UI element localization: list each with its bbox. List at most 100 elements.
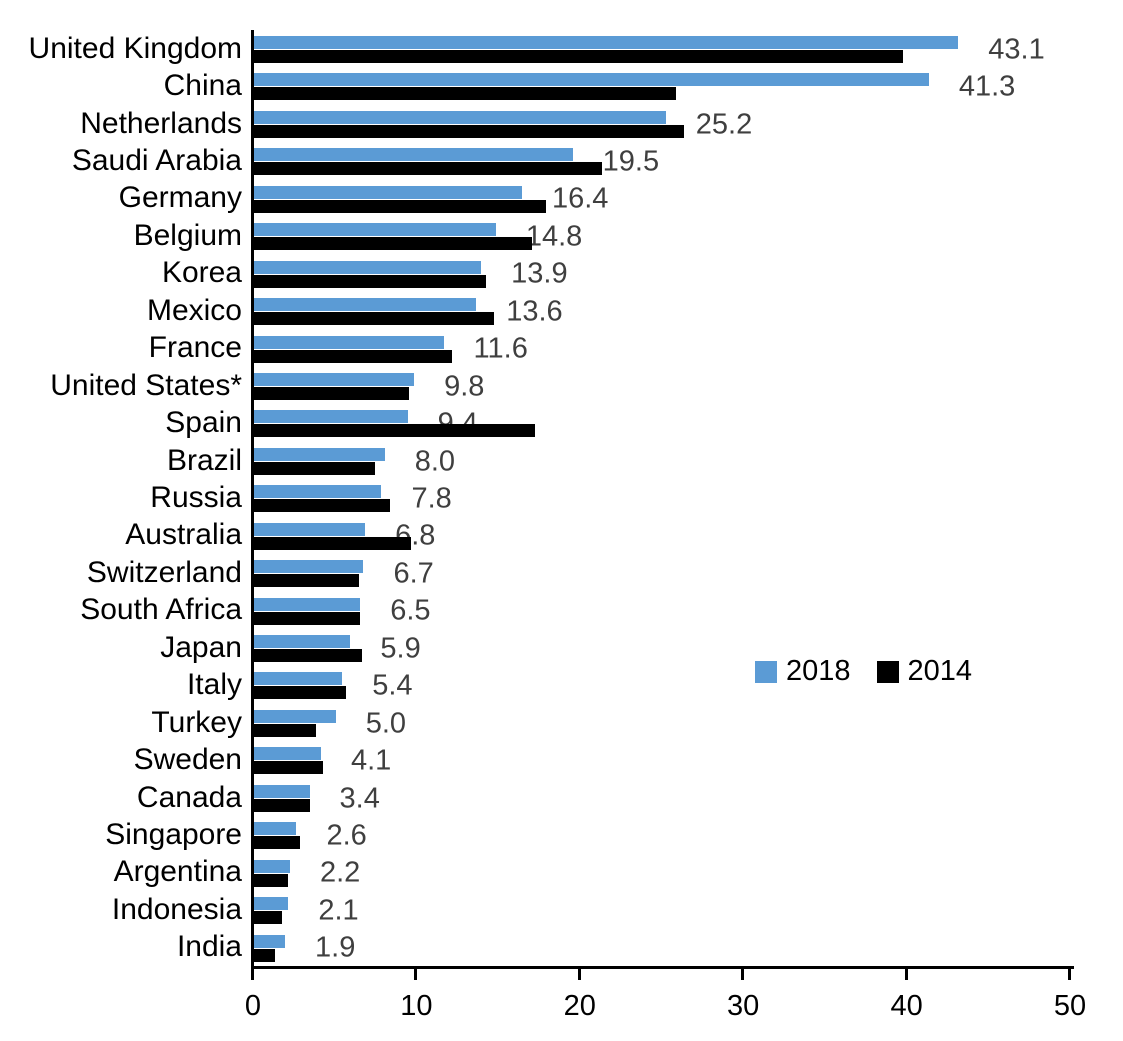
x-tick-label: 20: [563, 990, 596, 1022]
bar-2014: [254, 87, 676, 101]
x-tick-label: 0: [244, 990, 262, 1022]
category-label: Australia: [125, 518, 242, 552]
category-label: Switzerland: [86, 555, 242, 589]
x-tick-label: 40: [890, 990, 923, 1022]
category-label: United Kingdom: [28, 31, 242, 65]
data-label: 25.2: [695, 108, 753, 141]
data-label: 5.4: [372, 669, 413, 702]
data-label: 9.8: [444, 370, 485, 403]
bar-2018: [254, 335, 444, 349]
bar-2018: [254, 298, 477, 312]
bar-2018: [254, 822, 297, 836]
bar-2018: [254, 110, 666, 124]
data-label: 3.4: [339, 782, 380, 815]
bar-2014: [254, 611, 361, 625]
category-label: Japan: [160, 630, 242, 664]
bar-2018: [254, 597, 361, 611]
bar-2014: [254, 237, 532, 251]
data-label: 6.7: [393, 557, 434, 590]
bar-2014: [254, 574, 359, 588]
data-label: 1.9: [315, 931, 356, 964]
data-label: 16.4: [551, 182, 609, 215]
bar-2018: [254, 372, 415, 386]
bar-2014: [254, 536, 411, 550]
x-tick-mark: [741, 966, 745, 980]
category-label: India: [176, 930, 242, 964]
category-label: Singapore: [105, 817, 242, 851]
bar-2018: [254, 934, 286, 948]
category-label: Canada: [136, 780, 242, 814]
bar-2018: [254, 747, 321, 761]
legend-label-2018: 2018: [786, 655, 851, 687]
category-label: Germany: [118, 181, 242, 215]
x-tick-mark: [251, 966, 254, 980]
bar-2018: [254, 260, 482, 274]
bar-2014: [254, 873, 289, 887]
bar-2018: [254, 672, 343, 686]
y-axis: [251, 30, 254, 966]
bar-2014: [254, 798, 310, 812]
category-label: Spain: [165, 406, 242, 440]
bar-2014: [254, 723, 317, 737]
bar-2014: [254, 124, 684, 138]
data-label: 14.8: [525, 220, 583, 253]
category-label: Sweden: [133, 743, 242, 777]
data-label: 13.9: [511, 257, 568, 290]
category-label: Russia: [150, 481, 242, 514]
data-label: 2.2: [319, 856, 361, 889]
data-label: 6.5: [390, 594, 431, 627]
category-label: Indonesia: [111, 892, 242, 926]
category-label: Italy: [186, 668, 242, 702]
legend-swatch-2014: [876, 660, 899, 683]
data-label: 41.3: [958, 70, 1016, 103]
x-axis: [251, 966, 1074, 969]
data-label: 5.0: [365, 707, 407, 740]
bar-2014: [254, 911, 282, 925]
data-label: 7.8: [411, 482, 452, 515]
bar-2018: [254, 447, 385, 461]
data-label: 43.1: [988, 33, 1045, 66]
bar-2018: [254, 485, 382, 499]
category-label: United States*: [50, 368, 242, 402]
data-label: 5.9: [380, 632, 421, 665]
bar-2018: [254, 784, 310, 798]
x-tick-mark: [1068, 966, 1071, 980]
bar-2018: [254, 223, 496, 237]
bar-2018: [254, 73, 929, 87]
category-label: Argentina: [113, 855, 242, 889]
bar-2018: [254, 410, 408, 424]
bar-2018: [254, 635, 351, 649]
data-label: 11.6: [473, 332, 528, 365]
bar-2018: [254, 897, 289, 911]
category-label: South Africa: [80, 593, 242, 627]
legend-label-2014: 2014: [907, 655, 973, 687]
x-tick-mark: [414, 966, 418, 980]
bar-2014: [254, 836, 300, 850]
category-label: Netherlands: [80, 106, 242, 140]
category-label: China: [163, 69, 242, 103]
legend-entry-2014: 2014: [876, 655, 973, 688]
category-label: Mexico: [146, 293, 242, 327]
legend-swatch-2018: [755, 660, 777, 683]
x-tick-label: 10: [400, 990, 433, 1022]
bar-2014: [254, 349, 452, 363]
bar-2018: [254, 36, 959, 49]
category-label: Brazil: [166, 443, 242, 477]
bar-2018: [254, 185, 522, 199]
bar-2014: [254, 274, 487, 288]
x-tick-mark: [904, 966, 908, 980]
legend-entry-2018: 2018: [755, 655, 851, 688]
legend: 2018 2014: [755, 655, 972, 688]
bar-2014: [254, 649, 362, 663]
bar-2018: [254, 859, 290, 873]
bar-2018: [254, 148, 573, 162]
bar-2014: [254, 686, 346, 700]
bar-2014: [254, 499, 390, 513]
data-label: 2.1: [318, 894, 359, 927]
bar-2014: [254, 424, 536, 438]
bar-2014: [254, 312, 495, 326]
data-label: 4.1: [350, 744, 392, 777]
bar-2014: [254, 386, 410, 400]
bar-2014: [254, 162, 603, 176]
bar-2014: [254, 761, 323, 775]
